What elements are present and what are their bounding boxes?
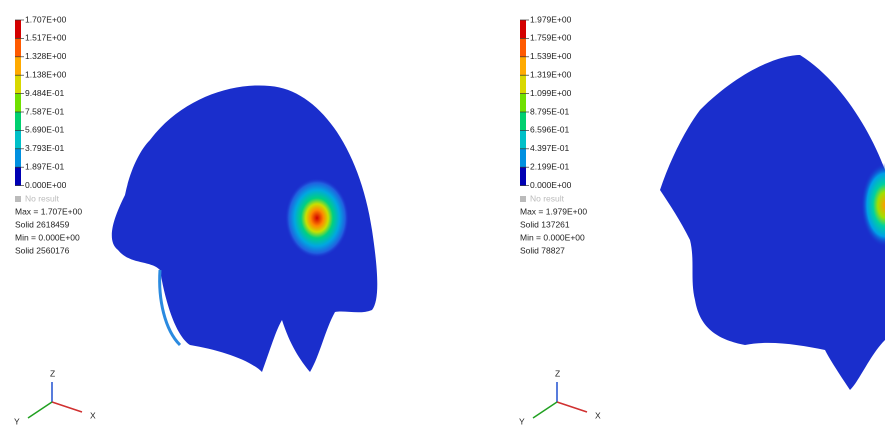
- legend-swatch: [520, 57, 526, 75]
- legend-label: 7.587E-01: [25, 106, 64, 116]
- axis-label-z: Z: [555, 368, 560, 378]
- stress-hotspot: [285, 178, 349, 258]
- legend-label: 6.596E-01: [530, 125, 569, 135]
- legend-swatch: [15, 112, 21, 130]
- legend-swatch: [520, 94, 526, 112]
- axis-label-z: Z: [50, 368, 55, 378]
- viewport: 1.707E+00 1.517E+00 1.328E+00 1.138E+00 9.48…: [0, 0, 885, 433]
- result-panel: 1.979E+00 1.759E+00 1.539E+00 1.319E+00 1.09…: [519, 14, 601, 426]
- legend-swatch: [520, 20, 526, 38]
- legend-swatch: [520, 149, 526, 167]
- legend-label: 2.199E-01: [530, 161, 569, 171]
- axis-x: [52, 402, 82, 412]
- legend-label: 0.000E+00: [25, 180, 67, 190]
- axis-label-x: X: [90, 410, 96, 420]
- legend-label: 1.099E+00: [530, 88, 572, 98]
- result-info: Solid 78827: [520, 245, 565, 255]
- result-info: Min = 0.000E+00: [15, 232, 80, 242]
- legend-label: 1.539E+00: [530, 51, 572, 61]
- axis-label-y: Y: [14, 416, 20, 426]
- legend-swatch: [15, 75, 21, 93]
- legend-label: 1.517E+00: [25, 33, 67, 43]
- legend-swatch: [15, 20, 21, 38]
- legend-swatch: [520, 75, 526, 93]
- legend-label: 1.979E+00: [530, 14, 572, 24]
- no-result-swatch: [520, 196, 526, 202]
- result-info: Solid 2560176: [15, 245, 70, 255]
- result-info: Max = 1.707E+00: [15, 206, 82, 216]
- legend-label: 1.759E+00: [530, 33, 572, 43]
- result-info: Solid 137261: [520, 219, 570, 229]
- legend-swatch: [520, 112, 526, 130]
- legend-label: 5.690E-01: [25, 125, 64, 135]
- axis-label-y: Y: [519, 416, 525, 426]
- legend-label: 1.138E+00: [25, 69, 67, 79]
- page: 1.707E+00 1.517E+00 1.328E+00 1.138E+00 9.48…: [0, 0, 885, 433]
- legend-swatch: [15, 94, 21, 112]
- legend-label: 1.707E+00: [25, 14, 67, 24]
- model-mesh: [660, 55, 885, 390]
- legend-label: 1.319E+00: [530, 69, 572, 79]
- legend-label: 4.397E-01: [530, 143, 569, 153]
- legend-label: 9.484E-01: [25, 88, 64, 98]
- legend-label: 8.795E-01: [530, 106, 569, 116]
- result-info: Min = 0.000E+00: [520, 232, 585, 242]
- legend-swatch: [15, 130, 21, 148]
- result-info: Solid 2618459: [15, 219, 70, 229]
- no-result-label: No result: [530, 193, 565, 203]
- no-result-swatch: [15, 196, 21, 202]
- legend-swatch: [520, 38, 526, 56]
- legend-label: 1.328E+00: [25, 51, 67, 61]
- legend-swatch: [15, 57, 21, 75]
- legend-swatch: [520, 167, 526, 185]
- axis-label-x: X: [595, 410, 601, 420]
- legend-label: 0.000E+00: [530, 180, 572, 190]
- legend-swatch: [520, 130, 526, 148]
- no-result-label: No result: [25, 193, 60, 203]
- legend-swatch: [15, 167, 21, 185]
- result-panel: 1.707E+00 1.517E+00 1.328E+00 1.138E+00 9.48…: [14, 14, 96, 426]
- legend-swatch: [15, 38, 21, 56]
- legend-swatch: [15, 149, 21, 167]
- axis-x: [557, 402, 587, 412]
- axis-y: [28, 402, 52, 418]
- axis-y: [533, 402, 557, 418]
- legend-label: 1.897E-01: [25, 161, 64, 171]
- legend-label: 3.793E-01: [25, 143, 64, 153]
- result-info: Max = 1.979E+00: [520, 206, 587, 216]
